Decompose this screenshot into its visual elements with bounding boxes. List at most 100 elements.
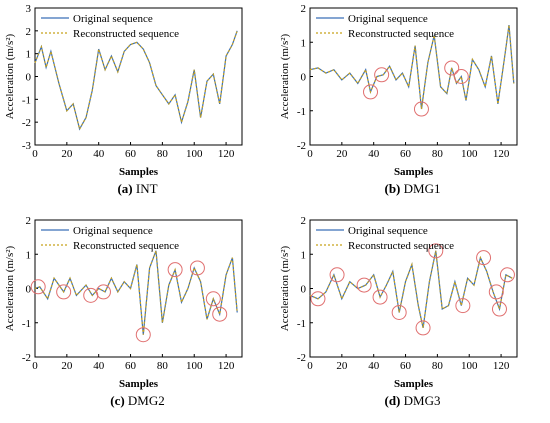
chart-svg: 0 20 40 60 80 100 120 -2 -1 0 1 2 Samples Acceleratio…	[279, 3, 518, 178]
x-axis-label: Samples	[394, 378, 434, 390]
legend-label-original: Original sequence	[73, 13, 153, 25]
legend-label-reconstructed: Reconstructed sequence	[348, 240, 454, 252]
y-axis-label: Acceleration (m/s²)	[4, 33, 16, 119]
x-tick-label: 40	[368, 360, 380, 372]
series-reconstructed-line	[309, 25, 515, 110]
x-tick-label: 120	[218, 148, 235, 160]
y-tick-label: -1	[297, 106, 306, 118]
y-tick-label: 0	[26, 284, 32, 296]
highlight-circle	[95, 284, 111, 300]
caption-letter: (a)	[117, 181, 133, 196]
x-tick-label: 20	[336, 360, 348, 372]
x-tick-label: 80	[157, 360, 169, 372]
x-tick-label: 20	[61, 148, 73, 160]
highlight-circle	[488, 284, 504, 300]
y-tick-label: -2	[22, 352, 31, 364]
y-tick-label: 1	[26, 49, 32, 61]
highlight-circle	[310, 291, 326, 307]
legend-label-reconstructed: Reconstructed sequence	[73, 28, 179, 40]
highlight-circle	[212, 306, 228, 322]
x-tick-label: 100	[461, 360, 478, 372]
y-tick-label: -2	[297, 352, 306, 364]
caption-name: DMG2	[127, 393, 165, 408]
y-tick-label: -1	[22, 318, 31, 330]
x-tick-label: 0	[32, 148, 38, 160]
x-tick-label: 100	[186, 148, 203, 160]
series-original-line	[34, 30, 238, 131]
chart-panel-d: 0 20 40 60 80 100 120 -2 -1 0 1 2 Samples Acceleratio…	[275, 212, 550, 423]
panel-caption: (a) INT	[0, 181, 275, 197]
y-tick-label: 0	[26, 72, 32, 84]
x-axis-label: Samples	[119, 166, 159, 178]
highlight-circle	[455, 298, 471, 314]
y-tick-label: 2	[26, 26, 32, 38]
highlight-circle	[391, 304, 407, 320]
panel-caption: (c) DMG2	[0, 393, 275, 409]
series-reconstructed-line	[309, 250, 513, 329]
x-tick-label: 120	[493, 148, 510, 160]
y-axis-label: Acceleration (m/s²)	[279, 33, 291, 119]
y-tick-label: -2	[22, 117, 31, 129]
x-tick-label: 80	[157, 148, 169, 160]
caption-letter: (b)	[384, 181, 401, 196]
x-tick-label: 60	[400, 360, 412, 372]
highlight-circle	[356, 277, 372, 293]
highlight-circle	[329, 267, 345, 283]
x-tick-label: 0	[307, 360, 313, 372]
series-reconstructed-line	[34, 250, 238, 335]
y-tick-label: 3	[26, 3, 32, 15]
panel-caption: (d) DMG3	[275, 393, 550, 409]
x-axis-label: Samples	[394, 166, 434, 178]
chart-panel-b: 0 20 40 60 80 100 120 -2 -1 0 1 2 Samples Acceleratio…	[275, 0, 550, 211]
x-tick-label: 120	[493, 360, 510, 372]
y-tick-label: -2	[297, 140, 306, 152]
highlight-circle	[499, 267, 515, 283]
y-tick-label: 1	[26, 249, 32, 261]
legend-label-original: Original sequence	[73, 225, 153, 237]
caption-letter: (c)	[110, 393, 125, 408]
x-tick-label: 80	[432, 148, 444, 160]
legend-label-reconstructed: Reconstructed sequence	[348, 28, 454, 40]
y-tick-label: 1	[301, 249, 307, 261]
highlight-circle	[372, 289, 388, 305]
highlight-circle	[444, 60, 460, 76]
y-axis-label: Acceleration (m/s²)	[4, 245, 16, 331]
y-tick-label: 2	[301, 215, 307, 227]
chart-panel-c: 0 20 40 60 80 100 120 -2 -1 0 1 2 Samples Acceleratio…	[0, 212, 275, 423]
panel-caption: (b) DMG1	[275, 181, 550, 197]
x-tick-label: 120	[218, 360, 235, 372]
series-original-line	[309, 250, 513, 329]
highlight-circle	[491, 301, 507, 317]
caption-name: INT	[135, 181, 158, 196]
x-tick-label: 80	[432, 360, 444, 372]
chart-panel-a: 0 20 40 60 80 100 120 -3 -2 -1 0 1 2 3 Samples Accelera…	[0, 0, 275, 211]
y-tick-label: -1	[22, 94, 31, 106]
highlight-circle	[374, 67, 390, 83]
x-tick-label: 100	[186, 360, 203, 372]
highlight-circle	[415, 320, 431, 336]
legend-label-original: Original sequence	[348, 13, 428, 25]
y-tick-label: -1	[297, 318, 306, 330]
chart-svg: 0 20 40 60 80 100 120 -2 -1 0 1 2 Samples Acceleratio…	[4, 215, 243, 390]
highlight-circle	[56, 284, 72, 300]
y-tick-label: 1	[301, 37, 307, 49]
x-tick-label: 60	[125, 148, 137, 160]
highlight-circle	[83, 287, 99, 303]
y-axis-label: Acceleration (m/s²)	[279, 245, 291, 331]
highlight-circle	[135, 327, 151, 343]
caption-name: DMG3	[403, 393, 441, 408]
x-tick-label: 20	[61, 360, 73, 372]
y-tick-label: -3	[22, 140, 32, 152]
y-tick-label: 0	[301, 284, 307, 296]
x-tick-label: 20	[336, 148, 348, 160]
x-tick-label: 40	[368, 148, 380, 160]
x-tick-label: 0	[307, 148, 313, 160]
x-tick-label: 60	[400, 148, 412, 160]
x-axis-label: Samples	[119, 378, 159, 390]
chart-svg: 0 20 40 60 80 100 120 -3 -2 -1 0 1 2 3 Samples Accelera…	[4, 3, 243, 178]
caption-letter: (d)	[384, 393, 401, 408]
x-tick-label: 40	[93, 360, 105, 372]
x-tick-label: 100	[461, 148, 478, 160]
y-tick-label: 0	[301, 72, 307, 84]
highlight-circle	[428, 243, 444, 259]
